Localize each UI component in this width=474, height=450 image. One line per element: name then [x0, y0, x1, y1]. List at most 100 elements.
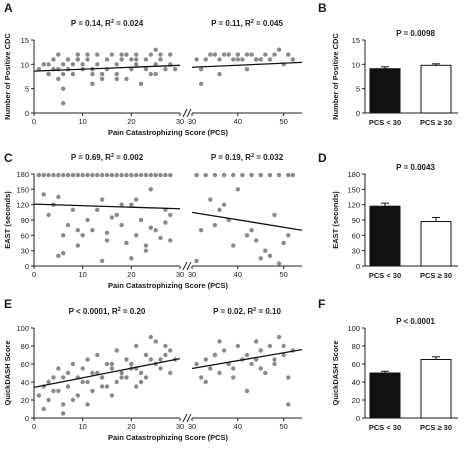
data-point — [75, 52, 81, 57]
data-point — [253, 57, 259, 62]
x-tick-label: 30 — [188, 422, 196, 431]
data-point — [109, 393, 115, 398]
data-point — [80, 233, 85, 238]
bar-category-label: PCS ≥ 30 — [420, 118, 452, 127]
data-point — [221, 52, 227, 57]
data-point — [41, 406, 46, 412]
data-point — [56, 52, 61, 57]
data-point — [235, 343, 241, 349]
data-point — [36, 393, 42, 398]
bar-y-tick-label: 15 — [352, 36, 360, 45]
data-point — [281, 352, 286, 358]
data-point — [276, 261, 282, 266]
regression-line — [33, 357, 181, 389]
data-point — [148, 52, 153, 57]
data-point — [129, 172, 134, 178]
bar-pcs-low — [369, 372, 401, 419]
data-point — [163, 172, 168, 178]
data-point — [163, 220, 168, 225]
data-point — [124, 357, 129, 362]
data-point — [272, 361, 277, 367]
data-point — [217, 339, 222, 344]
data-point — [231, 243, 236, 248]
data-point — [99, 172, 105, 178]
data-point — [168, 348, 173, 353]
data-point — [263, 370, 268, 376]
data-point — [276, 47, 282, 52]
y-axis-label: Number of Positive CDC — [3, 33, 12, 120]
data-point — [221, 172, 227, 178]
bar-y-axis-label: Number of Positive CDC — [331, 33, 340, 120]
x-tick-label: 40 — [234, 422, 242, 431]
data-point — [143, 67, 149, 72]
data-point — [244, 67, 250, 72]
data-point — [148, 357, 153, 362]
y-axis-label: EAST (seconds) — [3, 191, 12, 249]
data-point — [153, 339, 158, 344]
data-point — [198, 67, 204, 72]
data-point — [90, 388, 95, 394]
panel-letter: D — [318, 151, 327, 165]
panel-letter: A — [4, 1, 13, 15]
data-point — [51, 375, 56, 380]
data-point — [65, 57, 71, 62]
data-point — [163, 67, 168, 72]
data-point — [217, 57, 222, 62]
regression-line — [33, 203, 181, 210]
data-point — [244, 388, 250, 394]
data-point — [75, 57, 81, 62]
data-point — [148, 71, 153, 77]
data-point — [75, 243, 81, 248]
data-point — [70, 62, 76, 67]
data-point — [253, 357, 259, 362]
data-point — [286, 402, 291, 407]
data-point — [168, 238, 173, 243]
y-tick-label: 0 — [25, 109, 29, 118]
bar-category-label: PCS < 30 — [369, 423, 401, 432]
data-point — [95, 52, 100, 57]
y-tick-label: 100 — [16, 324, 29, 333]
y-tick-label: 0 — [25, 262, 29, 271]
data-point — [61, 62, 66, 67]
regression-line — [33, 64, 181, 72]
bar-category-label: PCS < 30 — [369, 118, 401, 127]
data-point — [56, 76, 61, 82]
data-point — [134, 57, 139, 62]
data-point — [194, 361, 199, 367]
x-tick-label: 0 — [32, 117, 36, 126]
data-point — [114, 62, 119, 67]
data-point — [138, 379, 144, 385]
regression-line — [191, 348, 303, 370]
data-point — [46, 71, 51, 77]
data-point — [99, 76, 105, 82]
data-point — [138, 217, 144, 223]
data-point — [198, 81, 204, 87]
data-point — [119, 202, 124, 207]
data-point — [217, 207, 222, 212]
bar-y-tick-label: 30 — [352, 247, 360, 256]
data-point — [253, 339, 259, 344]
data-point — [85, 57, 90, 62]
x-tick-label: 0 — [32, 422, 36, 431]
data-point — [56, 194, 61, 200]
stat-label: P < 0.0001, R2 = 0.20 — [69, 307, 146, 316]
data-point — [253, 238, 259, 243]
data-point — [129, 202, 134, 207]
bar-y-tick-label: 150 — [347, 185, 360, 194]
bar-y-tick-label: 60 — [352, 231, 360, 240]
data-point — [172, 67, 178, 72]
bar-y-tick-label: 180 — [347, 170, 360, 179]
data-point — [134, 52, 139, 57]
data-point — [134, 62, 139, 67]
data-point — [198, 375, 204, 380]
y-tick-label: 40 — [21, 378, 29, 387]
data-point — [95, 352, 100, 358]
data-point — [143, 57, 149, 62]
data-point — [46, 212, 51, 218]
bar-y-axis-label: QuickDASH Score — [331, 340, 340, 405]
data-point — [134, 343, 139, 349]
data-point — [286, 375, 291, 380]
data-point — [56, 388, 61, 394]
bar-y-tick-label: 5 — [356, 85, 360, 94]
